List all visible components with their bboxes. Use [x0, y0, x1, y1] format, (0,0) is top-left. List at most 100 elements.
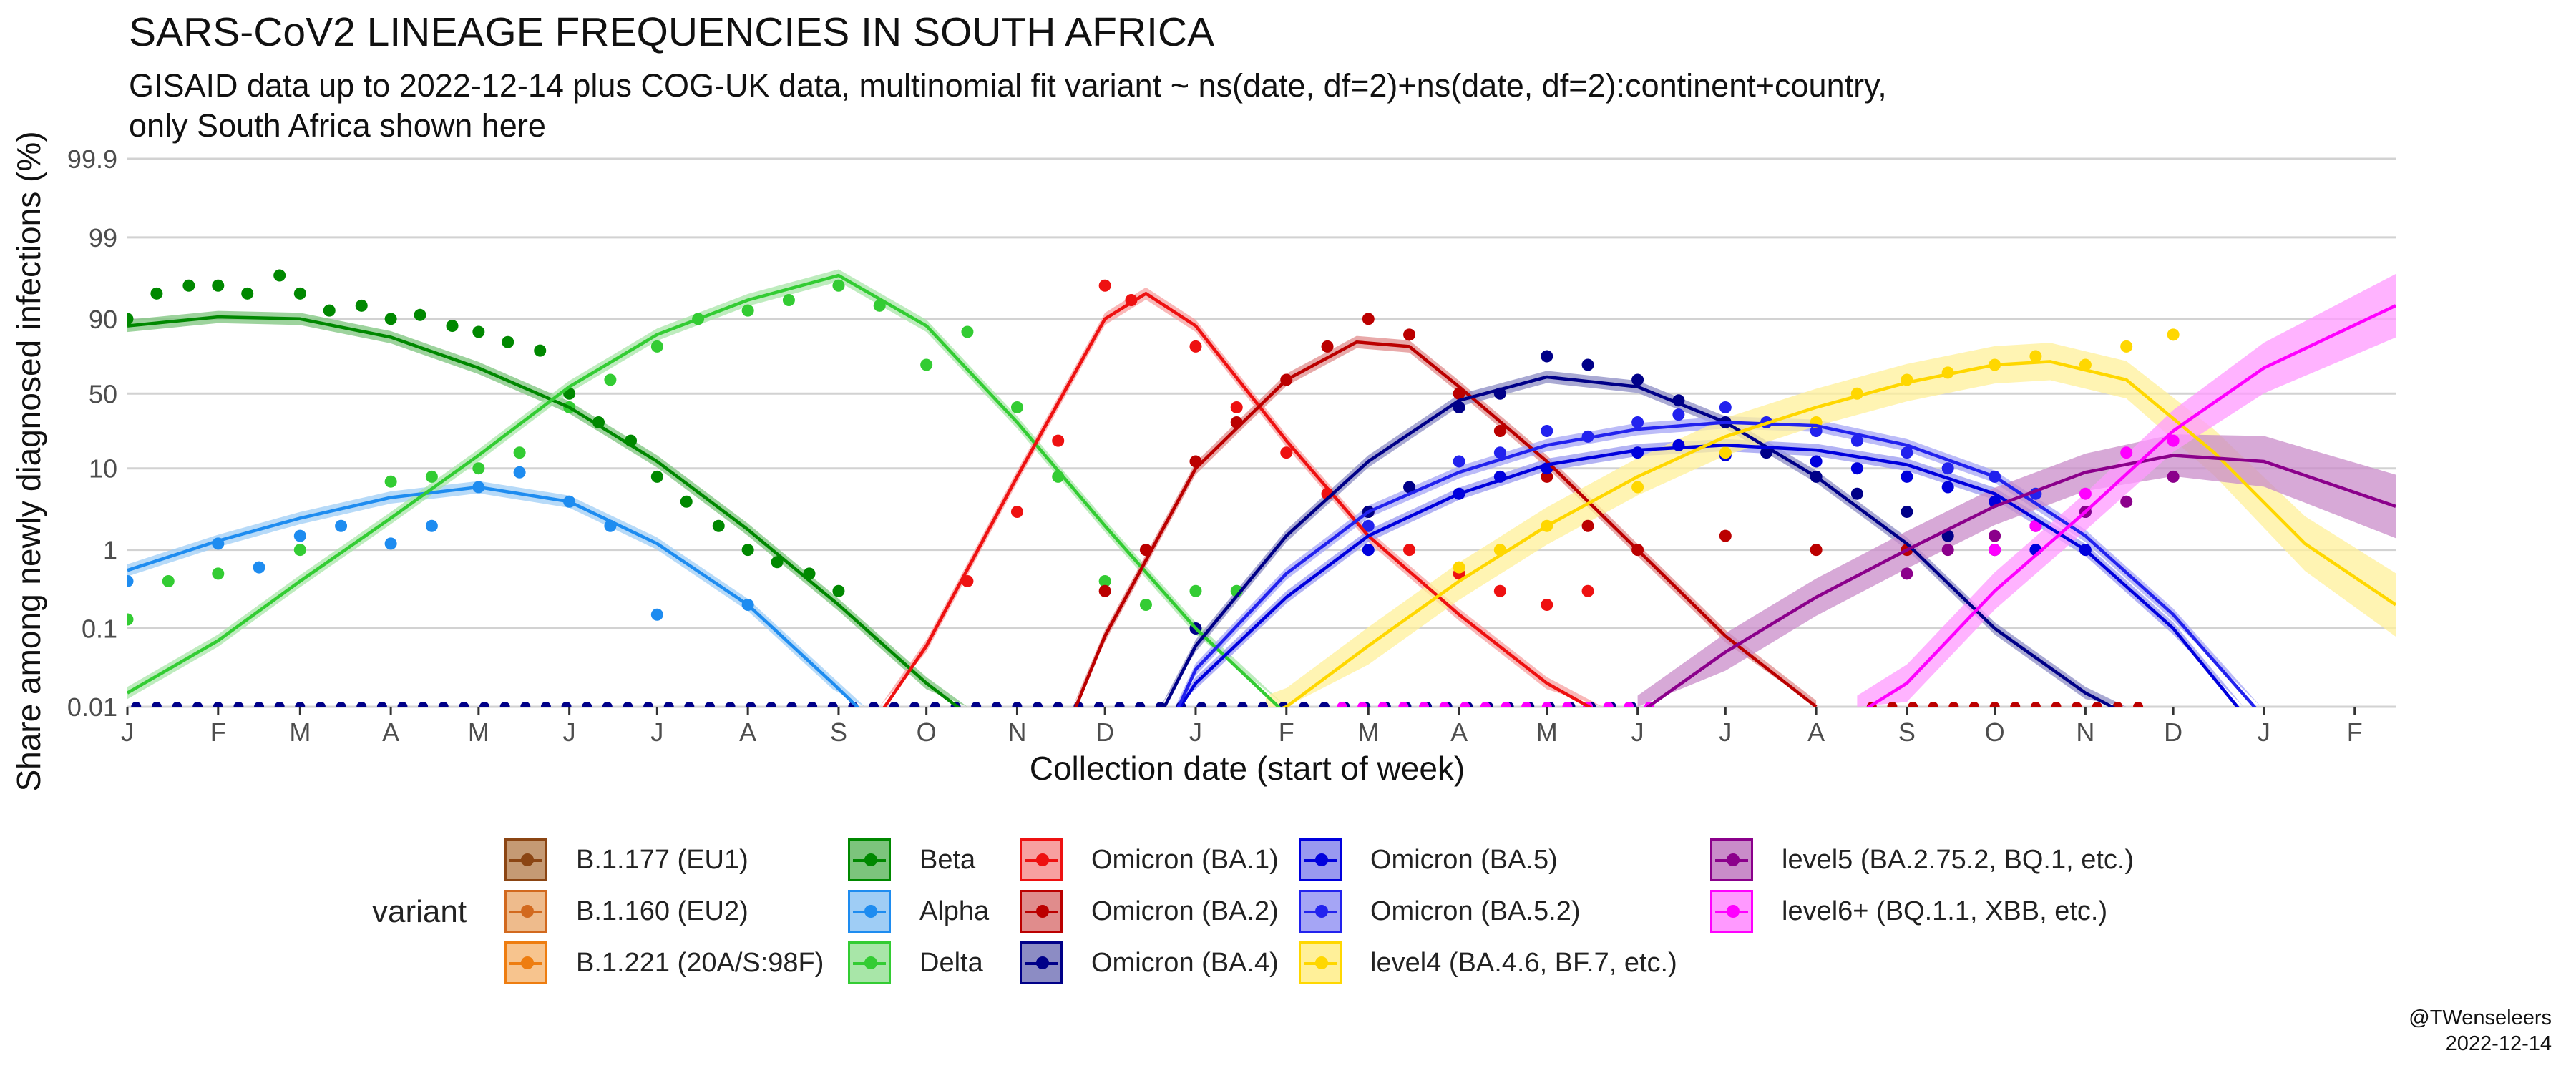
data-point	[1189, 340, 1202, 353]
floor-point	[418, 702, 429, 707]
data-point	[1541, 350, 1553, 363]
x-tick-label: D	[2164, 717, 2182, 747]
data-point	[1541, 470, 1553, 483]
floor-dots-layer	[131, 702, 2144, 707]
data-point	[680, 495, 693, 508]
floor-point	[971, 702, 982, 707]
data-point	[1362, 313, 1375, 325]
floor-point	[131, 702, 142, 707]
fitted-curves-layer	[127, 273, 2396, 707]
data-point	[2079, 487, 2092, 500]
data-point	[414, 308, 426, 321]
legend-label: Delta	[919, 947, 983, 978]
floor-point	[356, 702, 367, 707]
floor-point	[172, 702, 182, 707]
floor-point	[2092, 702, 2102, 707]
floor-point	[663, 702, 674, 707]
floor-point	[1155, 702, 1166, 707]
data-point	[472, 462, 485, 475]
legend-item: Delta	[848, 940, 983, 986]
fitted-curve	[1282, 360, 2396, 707]
confidence-band	[1637, 434, 2396, 707]
floor-point	[786, 702, 797, 707]
data-point	[1362, 544, 1375, 557]
data-point	[472, 325, 485, 338]
x-tick-label: N	[1008, 717, 1026, 747]
data-point	[253, 561, 265, 574]
floor-point	[1603, 702, 1614, 707]
data-point	[650, 340, 663, 353]
chart-subtitle: GISAID data up to 2022-12-14 plus COG-UK…	[129, 66, 1887, 146]
x-tick-label: A	[1807, 717, 1825, 747]
data-point	[650, 608, 663, 621]
confidence-band	[127, 310, 967, 707]
data-point	[534, 344, 547, 357]
credit: @TWenseleers 2022-12-14	[2409, 1005, 2552, 1057]
legend-swatch	[1020, 890, 1063, 933]
data-point	[1010, 401, 1023, 414]
data-point	[513, 466, 526, 479]
y-tick-label: 0.01	[67, 692, 117, 722]
floor-point	[1299, 702, 1309, 707]
data-point	[323, 304, 336, 317]
data-point	[293, 287, 306, 300]
data-point	[384, 313, 397, 325]
floor-point	[561, 702, 572, 707]
legend-item: B.1.221 (20A/S:98F)	[504, 940, 824, 986]
chart-title: SARS-CoV2 LINEAGE FREQUENCIES IN SOUTH A…	[129, 9, 1215, 55]
fitted-curve	[1074, 340, 1818, 707]
confidence-band	[1857, 274, 2396, 707]
data-point	[1901, 470, 1913, 483]
fitted-curve	[127, 273, 1281, 707]
legend-swatch	[1710, 838, 1753, 881]
data-point	[920, 358, 933, 371]
legend-item: B.1.160 (EU2)	[504, 888, 748, 934]
floor-point	[499, 702, 510, 707]
data-point	[1541, 599, 1553, 612]
data-point	[1719, 529, 1732, 542]
legend-swatch	[1020, 838, 1063, 881]
data-point	[1901, 446, 1913, 459]
floor-point	[704, 702, 715, 707]
floor-point	[295, 702, 306, 707]
floor-point	[2051, 702, 2062, 707]
data-point	[1403, 481, 1416, 494]
legend-swatch	[1299, 890, 1342, 933]
data-point	[1493, 584, 1506, 597]
x-tick-label: J	[1631, 717, 1644, 747]
data-point	[2167, 434, 2180, 447]
subtitle-line-2: only South Africa shown here	[129, 107, 546, 144]
data-point	[127, 313, 134, 325]
legend-title: variant	[372, 894, 467, 929]
data-point	[2167, 328, 2180, 341]
floor-point	[1460, 702, 1470, 707]
fitted-curve	[1162, 375, 2116, 707]
data-point	[293, 529, 306, 542]
x-tick-label: J	[2258, 717, 2270, 747]
legend-item: Omicron (BA.2)	[1020, 888, 1279, 934]
data-point	[2120, 340, 2133, 353]
legend-label: B.1.160 (EU2)	[576, 896, 748, 926]
data-point	[182, 279, 195, 292]
data-point	[1810, 544, 1823, 557]
data-point	[1672, 408, 1685, 421]
legend-label: level6+ (BQ.1.1, XBB, etc.)	[1782, 896, 2108, 926]
data-point	[162, 574, 175, 587]
floor-point	[807, 702, 818, 707]
data-point	[446, 320, 459, 333]
y-tick-label: 90	[89, 305, 117, 334]
floor-point	[1033, 702, 1043, 707]
floor-point	[397, 702, 408, 707]
legend-label: Alpha	[919, 896, 990, 926]
legend-item: level5 (BA.2.75.2, BQ.1, etc.)	[1710, 837, 2134, 883]
floor-point	[479, 702, 490, 707]
floor-point	[520, 702, 531, 707]
floor-point	[1989, 702, 2000, 707]
floor-point	[315, 702, 326, 707]
x-tick-label: F	[1279, 717, 1294, 747]
x-tick-label: M	[468, 717, 489, 747]
floor-point	[1114, 702, 1125, 707]
floor-point	[1948, 702, 1959, 707]
floor-point	[1258, 702, 1269, 707]
legend-swatch	[504, 941, 547, 984]
